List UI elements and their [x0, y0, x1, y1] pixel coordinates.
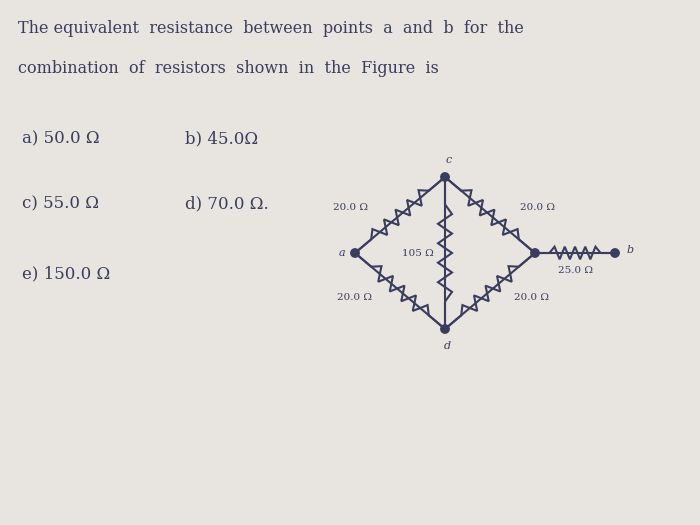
Text: 20.0 Ω: 20.0 Ω — [520, 204, 555, 213]
Text: d: d — [443, 341, 451, 351]
Text: a: a — [338, 248, 345, 258]
Text: combination  of  resistors  shown  in  the  Figure  is: combination of resistors shown in the Fi… — [18, 60, 439, 77]
Circle shape — [441, 173, 449, 181]
Text: 20.0 Ω: 20.0 Ω — [337, 293, 372, 302]
Text: b: b — [627, 245, 634, 255]
Circle shape — [611, 249, 620, 257]
Text: c: c — [446, 155, 452, 165]
Text: d) 70.0 Ω.: d) 70.0 Ω. — [185, 195, 269, 212]
Text: 25.0 Ω: 25.0 Ω — [557, 266, 592, 275]
Text: c) 55.0 Ω: c) 55.0 Ω — [22, 195, 99, 212]
Text: 105 Ω: 105 Ω — [402, 248, 434, 257]
Text: e) 150.0 Ω: e) 150.0 Ω — [22, 265, 111, 282]
Circle shape — [351, 249, 359, 257]
Circle shape — [441, 325, 449, 333]
Text: a) 50.0 Ω: a) 50.0 Ω — [22, 130, 99, 147]
Text: b) 45.0Ω: b) 45.0Ω — [185, 130, 258, 147]
Circle shape — [531, 249, 539, 257]
Text: 20.0 Ω: 20.0 Ω — [333, 204, 368, 213]
Text: The equivalent  resistance  between  points  a  and  b  for  the: The equivalent resistance between points… — [18, 20, 524, 37]
Text: 20.0 Ω: 20.0 Ω — [514, 293, 549, 302]
